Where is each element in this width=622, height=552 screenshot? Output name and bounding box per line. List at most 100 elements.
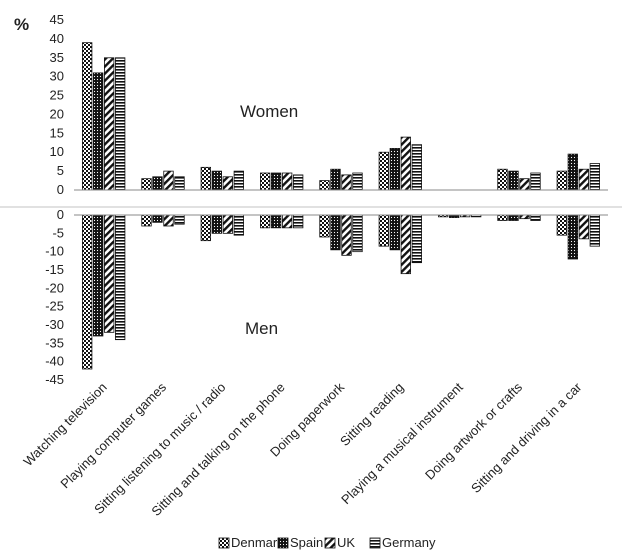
- bar-women-spain: [211, 170, 222, 191]
- men-tick-label: -40: [45, 354, 64, 369]
- bar-women-uk: [341, 174, 352, 191]
- bar-women-uk: [400, 136, 411, 191]
- bar-men-denmark: [497, 214, 508, 221]
- bar-men-spain: [389, 214, 400, 251]
- bar-women-uk: [163, 170, 174, 191]
- bar-men-uk: [578, 214, 589, 240]
- category-label: Playing a musical instrument: [338, 379, 466, 507]
- men-tick-label: -35: [45, 335, 64, 350]
- bars: [82, 42, 600, 370]
- bar-men-spain: [567, 214, 578, 260]
- men-tick-label: -10: [45, 244, 64, 259]
- bar-men-denmark: [319, 214, 330, 238]
- bar-women-spain: [271, 172, 282, 191]
- bar-women-uk: [282, 172, 293, 191]
- bar-women-spain: [152, 176, 163, 191]
- legend-swatch-denmark: [218, 537, 230, 549]
- bar-women-spain: [93, 72, 104, 191]
- men-tick-label: -25: [45, 299, 64, 314]
- category-label: Sitting and driving in a car: [468, 379, 585, 496]
- bar-men-denmark: [260, 214, 271, 229]
- women-tick-label: 5: [57, 163, 64, 178]
- bar-men-denmark: [141, 214, 152, 227]
- men-tick-label: -30: [45, 317, 64, 332]
- legend-swatch-germany: [369, 537, 381, 549]
- bar-men-denmark: [82, 214, 93, 370]
- women-tick-label: 35: [50, 50, 64, 65]
- bar-women-uk: [519, 178, 530, 191]
- bar-men-spain: [152, 214, 163, 223]
- women-tick-label: 10: [50, 144, 64, 159]
- bar-women-spain: [330, 168, 341, 191]
- bar-men-denmark: [378, 214, 389, 247]
- women-axis: 0 5 10 15 20 25 30 35 40 45: [50, 12, 64, 197]
- bar-women-denmark: [82, 42, 93, 191]
- legend-swatch-spain: [277, 537, 289, 549]
- bar-women-denmark: [556, 170, 567, 191]
- bar-women-denmark: [141, 178, 152, 191]
- men-tick-label: -20: [45, 280, 64, 295]
- bar-women-germany: [352, 172, 363, 191]
- bar-men-uk: [341, 214, 352, 256]
- legend-label-germany: Germany: [382, 535, 436, 550]
- women-tick-label: 30: [50, 69, 64, 84]
- bar-women-uk: [578, 168, 589, 191]
- bar-women-denmark: [200, 166, 211, 191]
- men-axis: 0 -5 -10 -15 -20 -25 -30 -35 -40 -45: [45, 207, 64, 387]
- category-label: Doing artwork or crafts: [422, 379, 525, 482]
- bar-women-germany: [589, 163, 600, 191]
- bar-men-uk: [163, 214, 174, 227]
- legend-label-spain: Spain: [290, 535, 323, 550]
- unit-label: %: [14, 15, 29, 34]
- bar-men-spain: [93, 214, 104, 337]
- bar-women-spain: [508, 170, 519, 191]
- men-tick-label: -5: [52, 225, 64, 240]
- legend-label-denmark: Denmark: [231, 535, 284, 550]
- women-panel-label: Women: [240, 102, 298, 121]
- bar-men-spain: [330, 214, 341, 251]
- bar-men-denmark: [200, 214, 211, 242]
- bar-women-uk: [222, 176, 233, 191]
- bar-men-spain: [211, 214, 222, 234]
- bar-men-germany: [352, 214, 363, 253]
- bar-men-germany: [530, 214, 541, 221]
- bar-women-germany: [174, 176, 185, 191]
- bar-men-germany: [411, 214, 422, 264]
- bar-women-germany: [233, 170, 244, 191]
- women-tick-label: 0: [57, 182, 64, 197]
- women-tick-label: 45: [50, 12, 64, 27]
- bar-women-denmark: [319, 180, 330, 191]
- bar-women-uk: [104, 57, 115, 191]
- bar-women-germany: [293, 174, 304, 191]
- legend-label-uk: UK: [337, 535, 355, 550]
- bar-women-spain: [567, 153, 578, 191]
- women-tick-label: 40: [50, 31, 64, 46]
- bar-women-spain: [389, 148, 400, 191]
- women-tick-label: 15: [50, 125, 64, 140]
- bar-women-germany: [411, 144, 422, 191]
- men-tick-label: 0: [57, 207, 64, 222]
- legend-swatch-uk: [324, 537, 336, 549]
- bar-men-germany: [589, 214, 600, 247]
- bar-men-denmark: [556, 214, 567, 236]
- bar-men-germany: [115, 214, 126, 341]
- bar-men-germany: [293, 214, 304, 229]
- bar-men-uk: [400, 214, 411, 275]
- bar-men-uk: [282, 214, 293, 229]
- bar-men-uk: [222, 214, 233, 234]
- bar-men-germany: [233, 214, 244, 236]
- bar-men-uk: [104, 214, 115, 333]
- bar-men-spain: [271, 214, 282, 229]
- category-label: Playing computer games: [57, 379, 169, 491]
- men-tick-label: -45: [45, 372, 64, 387]
- bar-men-germany: [174, 214, 185, 225]
- men-panel-label: Men: [245, 319, 278, 338]
- women-tick-label: 20: [50, 106, 64, 121]
- legend: Denmark Spain UK Germany: [218, 535, 436, 550]
- bar-women-denmark: [497, 168, 508, 191]
- bar-men-uk: [519, 214, 530, 220]
- bar-women-germany: [530, 172, 541, 191]
- bar-women-denmark: [378, 151, 389, 191]
